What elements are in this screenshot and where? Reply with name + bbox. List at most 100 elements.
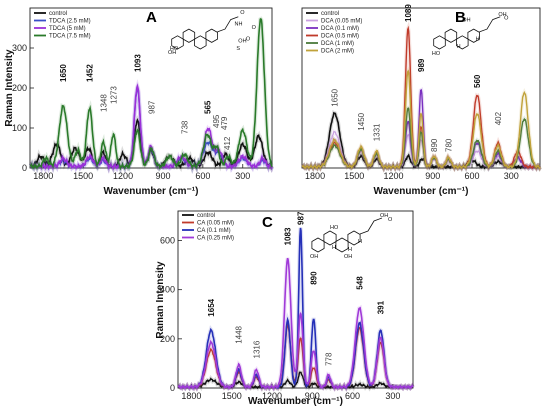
- legend-entry: DCA (0.5 mM): [321, 34, 359, 40]
- series-line-0: [301, 111, 541, 170]
- x-tick-label: 900: [155, 171, 170, 181]
- legend-entry: control: [197, 213, 215, 219]
- peak-label: 780: [445, 138, 454, 152]
- structure-sidechain: [359, 217, 383, 235]
- structure-ring: [467, 28, 480, 43]
- structure-atom-label: H: [348, 247, 352, 253]
- x-tick-label: 1500: [344, 171, 364, 181]
- peak-label: 1089: [404, 4, 413, 22]
- peak-label: 1093: [133, 54, 142, 72]
- x-tick-label: 1800: [33, 171, 53, 181]
- legend-entry: TDCA (7.5 mM): [49, 34, 91, 40]
- legend: control CA (0.05 mM)CA (0.1 mM) CA (0.25 m…: [182, 213, 234, 242]
- peak-label: 1083: [284, 227, 293, 245]
- structure-atom-label: O: [240, 10, 245, 16]
- structure-atom-label: H: [457, 44, 461, 50]
- x-tick-label: 600: [345, 391, 360, 401]
- structure-ring: [444, 28, 458, 43]
- peak-label: 989: [417, 58, 426, 72]
- x-tick-label: 1500: [222, 391, 242, 401]
- peak-label: 1654: [207, 298, 216, 316]
- x-tick-label: 1200: [113, 171, 133, 181]
- x-axis-title: Wavenumber (cm⁻¹): [104, 186, 199, 197]
- peak-label: 1450: [357, 112, 366, 130]
- legend-entry: TDCA (5 mM): [49, 26, 86, 32]
- peak-label: 987: [147, 100, 156, 114]
- x-tick-label: 1800: [181, 391, 201, 401]
- structure-atom-label: NH: [235, 21, 243, 27]
- structure-atom-label: HO: [170, 46, 179, 52]
- structure-atom-label: O: [504, 16, 509, 22]
- chart-panel-b: 1800 1500 1200 900 600 300 1650 1450 1331 1089 989…: [301, 4, 542, 197]
- x-tick-label: 900: [305, 391, 320, 401]
- legend-entry: TDCA (2.5 mM): [49, 19, 91, 25]
- structure-atom-label: OH: [462, 18, 470, 24]
- structure-atom-label: OH: [310, 254, 318, 260]
- chart-panel-c: 1800 1500 1200 900 600 300 0 200 400 600 1654 1448 1…: [155, 210, 415, 407]
- charts: 1800 1500 1200 900 600 300 0 100 200 300 1650 1452 1…: [4, 4, 542, 407]
- legend-entry: control: [321, 11, 339, 17]
- series-line-1: [301, 130, 541, 170]
- y-tick-label: 300: [12, 43, 27, 53]
- peak-label: 987: [297, 211, 306, 225]
- peak-label: 778: [325, 352, 334, 366]
- peak-label: 1348: [99, 94, 108, 112]
- x-tick-label: 300: [504, 171, 519, 181]
- peak-label: 1331: [372, 123, 381, 141]
- structure-atom-label: O: [388, 217, 393, 223]
- structure-atom-label: HO: [330, 225, 339, 231]
- legend-entry: DCA (1 mM): [321, 41, 354, 47]
- y-tick-label: 200: [160, 334, 175, 344]
- y-tick-label: 600: [160, 236, 175, 246]
- structure-sidechain: [479, 16, 501, 33]
- y-tick-label: 100: [12, 123, 27, 133]
- y-tick-label: 400: [160, 285, 175, 295]
- x-tick-label: 1500: [73, 171, 93, 181]
- structure-atom-label: S: [236, 46, 240, 52]
- structure-atom-label: H: [332, 245, 336, 251]
- y-tick-label: 0: [170, 383, 175, 393]
- x-tick-label: 300: [385, 391, 400, 401]
- structure-atom-label: H: [476, 37, 480, 43]
- plot-frame: [177, 210, 414, 389]
- peak-label: 560: [473, 74, 482, 88]
- legend-entry: control: [49, 11, 67, 17]
- structure-atom-label: HO: [432, 51, 441, 57]
- series-line-4: [301, 107, 541, 170]
- series-line-0: [177, 371, 414, 390]
- peak-label: 1650: [59, 64, 68, 82]
- legend-entry: CA (0.05 mM): [197, 221, 234, 227]
- x-tick-label: 1200: [262, 391, 282, 401]
- structure-atom-label: OH: [168, 50, 176, 56]
- structure-atom-label: OH: [344, 254, 352, 260]
- peak-label: 1448: [235, 325, 244, 343]
- peak-label: 412: [223, 136, 232, 150]
- panel-letter: C: [262, 214, 273, 231]
- structure-ring: [323, 230, 337, 246]
- structure-ring: [182, 28, 196, 43]
- structure-atom-label: OH: [498, 12, 506, 18]
- peak-label: 738: [181, 120, 190, 134]
- y-axis-title: Raman Intensity: [155, 261, 166, 339]
- structure-atom-label: O: [252, 25, 257, 31]
- structure-ring: [205, 28, 218, 43]
- series-line-2: [29, 83, 273, 171]
- peak-label: 495: [212, 114, 221, 128]
- legend: control DCA (0.05 mM)DCA (0.1 mM) DCA (0.5…: [306, 11, 362, 55]
- x-tick-label: 300: [235, 171, 250, 181]
- structure-atom-label: O: [246, 37, 251, 43]
- x-axis-title: Wavenumber (cm⁻¹): [374, 186, 469, 197]
- x-tick-label: 600: [464, 171, 479, 181]
- chart-panel-a: 1800 1500 1200 900 600 300 0 100 200 300 1650 1452 1…: [4, 7, 274, 197]
- structure-atom-label: OH: [380, 213, 388, 219]
- peak-label: 1273: [109, 86, 118, 104]
- peak-label: 1316: [252, 340, 261, 358]
- x-tick-label: 600: [195, 171, 210, 181]
- peak-label: 565: [204, 100, 213, 114]
- peak-label: 1650: [331, 88, 340, 106]
- structure-atom-label: OH: [238, 38, 246, 44]
- series-line-5: [301, 69, 541, 170]
- panel-letter: B: [455, 9, 466, 26]
